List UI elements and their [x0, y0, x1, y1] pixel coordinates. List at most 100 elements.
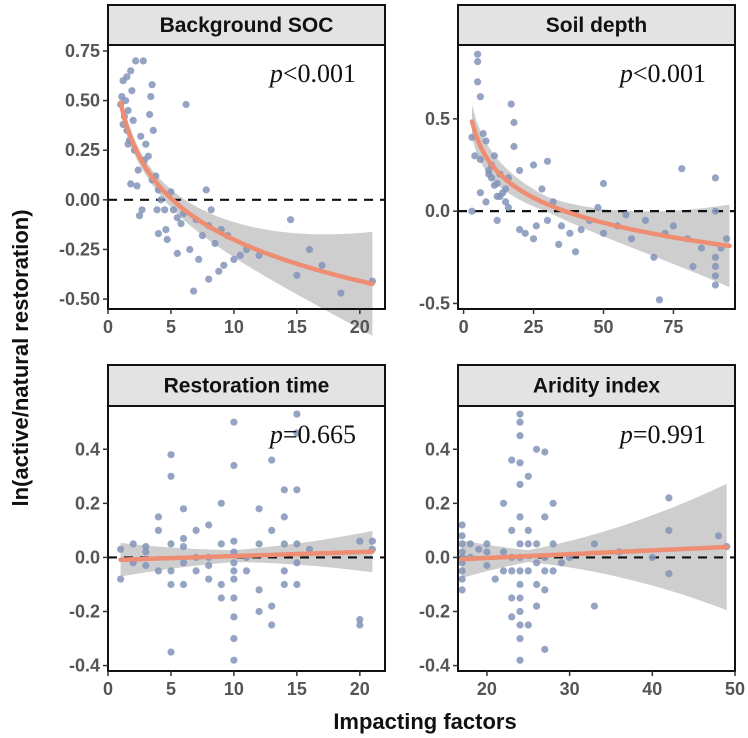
data-point [117, 575, 125, 583]
data-point [711, 207, 720, 215]
data-point [280, 567, 288, 575]
y-axis-title: ln(active/natural restoration) [8, 209, 33, 506]
data-point [124, 106, 132, 115]
x-tick-label: 50 [593, 317, 613, 337]
data-point [137, 132, 145, 140]
data-point [538, 185, 546, 193]
data-point [458, 575, 466, 583]
data-point [205, 275, 213, 283]
data-point [230, 461, 238, 470]
data-point [458, 540, 466, 548]
y-tick-label: -0.5 [419, 293, 450, 313]
data-point [293, 559, 301, 567]
data-point [697, 244, 706, 252]
data-point [532, 222, 540, 230]
data-point [255, 607, 263, 616]
data-point [356, 616, 364, 624]
data-point [665, 570, 673, 578]
data-point [127, 67, 135, 75]
data-point [123, 73, 131, 81]
strip-header [107, 364, 386, 407]
data-point [516, 226, 524, 234]
data-point [293, 486, 301, 494]
panel-frame [457, 405, 736, 672]
data-point [147, 93, 155, 101]
data-point [177, 220, 185, 228]
panel-title: Restoration time [164, 375, 330, 398]
data-point [508, 594, 516, 602]
data-point [490, 181, 498, 189]
data-point [485, 166, 493, 175]
data-point [293, 580, 301, 589]
x-tick-label: 10 [224, 679, 244, 699]
data-point [195, 255, 203, 263]
panels-container: Background SOCp<0.001-0.50-0.250.000.250… [59, 4, 745, 699]
data-point [627, 235, 636, 243]
data-point [458, 548, 466, 556]
data-point [650, 253, 658, 261]
data-point [488, 174, 496, 182]
data-point [711, 262, 720, 271]
data-point [476, 93, 484, 101]
y-tick-label: -0.25 [59, 239, 100, 259]
p-value-annotation: p<0.001 [618, 59, 706, 88]
y-tick-label: -0.2 [69, 602, 100, 622]
p-value-annotation: p=0.665 [268, 420, 356, 449]
y-tick-label: 0.0 [425, 201, 450, 221]
data-point [524, 526, 532, 535]
data-point [305, 545, 314, 553]
data-point [162, 226, 170, 234]
data-point [577, 226, 585, 234]
data-point [524, 540, 532, 548]
data-point [508, 567, 516, 575]
data-point [458, 567, 466, 575]
data-point [678, 165, 686, 173]
data-point [510, 142, 518, 151]
data-point [202, 186, 210, 194]
x-tick-label: 10 [224, 317, 244, 337]
x-tick-label: 20 [350, 317, 370, 337]
data-point [541, 448, 549, 456]
data-point [529, 235, 538, 243]
data-point [483, 561, 491, 570]
data-point [173, 249, 181, 257]
p-value-annotation: p=0.991 [618, 420, 706, 449]
data-point [236, 251, 244, 259]
data-point [508, 526, 516, 535]
data-point [179, 543, 188, 551]
data-point [173, 214, 181, 222]
data-point [549, 540, 557, 548]
data-point [516, 410, 524, 418]
fit-line [469, 119, 732, 249]
data-point [599, 229, 608, 237]
data-point [205, 521, 213, 529]
x-tick-label: 0 [103, 679, 113, 699]
data-point [516, 621, 524, 629]
data-point [167, 540, 175, 548]
x-tick-label: 15 [287, 679, 307, 699]
data-point [571, 248, 580, 256]
data-point [293, 540, 301, 548]
data-point [154, 230, 162, 238]
data-point [499, 567, 508, 575]
data-point [356, 537, 364, 545]
data-point [516, 418, 524, 426]
data-point [541, 567, 549, 575]
data-point [508, 613, 516, 621]
data-point [516, 656, 524, 664]
data-point [215, 267, 223, 275]
data-point [499, 548, 508, 556]
data-point [230, 575, 238, 583]
data-point [182, 100, 190, 109]
data-point [287, 216, 295, 224]
x-tick-label: 5 [166, 679, 176, 699]
y-tick-label: 0.4 [75, 439, 100, 459]
data-point [516, 513, 524, 521]
data-point [493, 192, 501, 200]
p-value-text: <0.001 [283, 59, 356, 88]
data-point [230, 594, 238, 602]
data-point [476, 155, 484, 164]
data-point [129, 116, 137, 124]
data-point [242, 567, 251, 575]
data-point [179, 580, 188, 589]
